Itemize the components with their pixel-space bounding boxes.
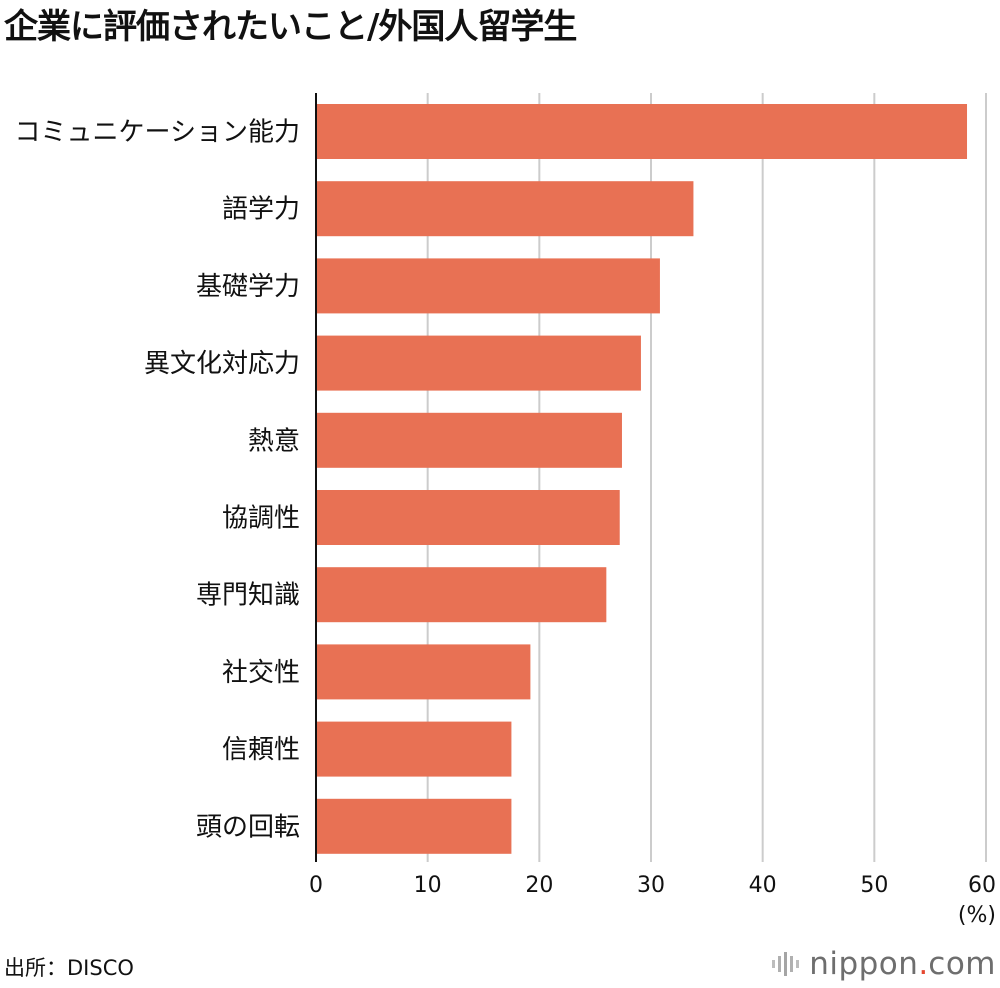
- bar: [316, 258, 660, 314]
- bar: [316, 798, 512, 854]
- tick-label: 0: [309, 873, 323, 898]
- sound-wave-icon: [772, 952, 800, 976]
- unit-label: (%): [958, 903, 996, 928]
- brand-dot: .: [918, 946, 929, 982]
- category-label: 熱意: [248, 426, 300, 456]
- category-label: 異文化対応力: [144, 349, 300, 379]
- bars: [316, 104, 968, 854]
- tick-label: 40: [749, 873, 777, 898]
- bar: [316, 181, 694, 237]
- category-labels: コミュニケーション能力語学力基礎学力異文化対応力熱意協調性専門知識社交性信頼性頭…: [15, 118, 300, 843]
- brand-name: nippon: [809, 946, 919, 982]
- chart-title: 企業に評価されたいこと/外国人留学生: [4, 7, 577, 47]
- x-tick-labels: 0 10 20 30 40 50 60: [309, 873, 996, 898]
- bar: [316, 567, 607, 623]
- bar: [316, 490, 620, 545]
- brand-logo: nippon. com: [771, 946, 996, 982]
- bar: [316, 335, 641, 391]
- source-note: 出所：DISCO: [4, 956, 134, 980]
- bar-chart: コミュニケーション能力語学力基礎学力異文化対応力熱意協調性専門知識社交性信頼性頭…: [15, 93, 996, 928]
- brand-tld: com: [928, 946, 996, 982]
- bar: [316, 721, 512, 777]
- bar: [316, 412, 622, 468]
- category-label: 信頼性: [222, 735, 300, 765]
- bar: [316, 644, 531, 700]
- category-label: 語学力: [222, 195, 300, 225]
- tick-label: 10: [414, 873, 442, 898]
- tick-label: 30: [637, 873, 665, 898]
- category-label: コミュニケーション能力: [15, 118, 300, 148]
- bar: [316, 104, 968, 159]
- category-label: 社交性: [222, 658, 300, 688]
- tick-label: 60: [968, 873, 996, 898]
- category-label: 基礎学力: [196, 272, 300, 302]
- category-label: 頭の回転: [196, 812, 300, 842]
- category-label: 専門知識: [196, 581, 300, 611]
- tick-label: 50: [860, 873, 888, 898]
- tick-label: 20: [525, 873, 553, 898]
- category-label: 協調性: [222, 504, 300, 534]
